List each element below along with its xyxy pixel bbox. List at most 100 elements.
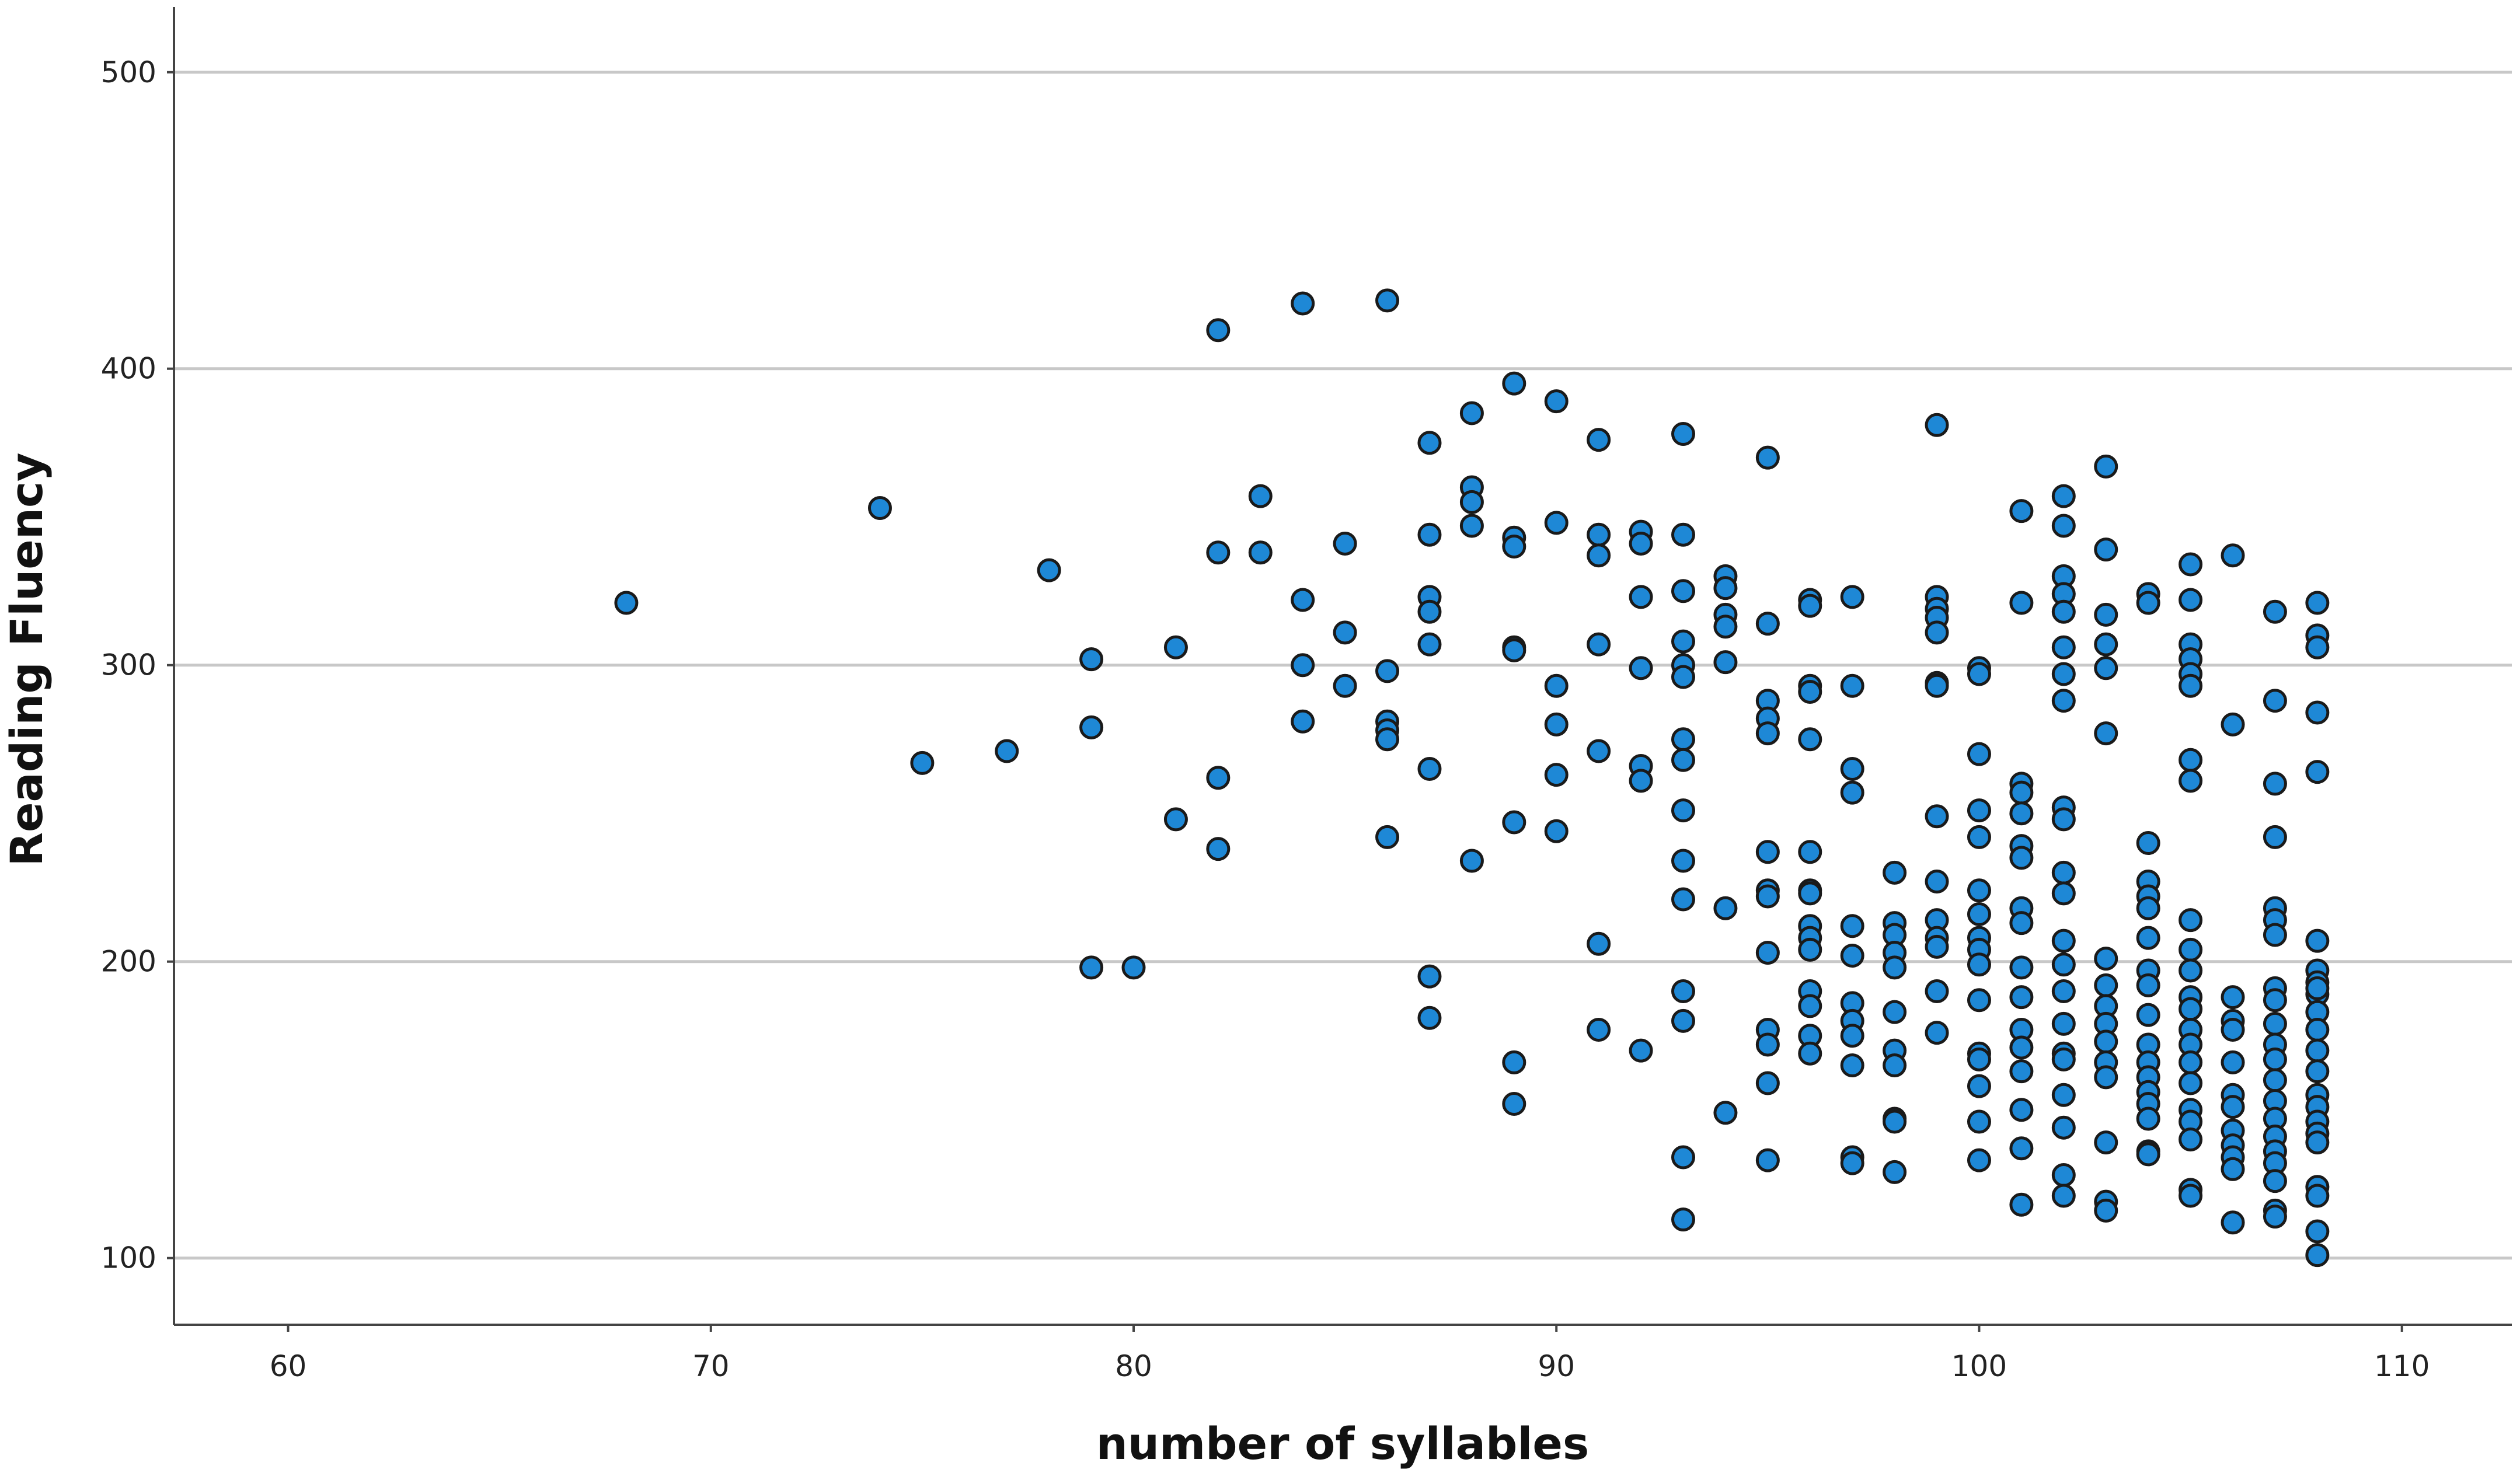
data-point [2094,947,2118,971]
data-point [2263,1205,2287,1229]
data-point [1713,1101,1738,1125]
data-point [2094,721,2118,746]
data-point [2051,1047,2076,1071]
data-point [1333,531,1357,556]
data-point [2136,591,2160,615]
data-point [1544,763,1569,787]
data-point [1163,807,1188,832]
data-point [1671,1207,1696,1232]
data-point [2094,454,2118,479]
data-point [1417,599,1442,624]
data-point [1417,632,1442,657]
data-point [2221,543,2245,568]
data-point [1375,659,1400,683]
data-point [1840,585,1864,609]
data-point [2179,673,2203,698]
x-tick-label: 110 [2374,1349,2430,1383]
data-point [1967,902,1991,926]
data-point [1502,535,1526,559]
data-point [2263,1047,2287,1071]
data-point [2179,908,2203,933]
x-tick-label: 70 [692,1349,730,1383]
data-point [2136,1142,2160,1167]
data-point [2305,929,2330,953]
data-point [2305,1059,2330,1084]
data-point [1502,371,1526,396]
data-point [2094,973,2118,997]
data-points [614,288,2330,1268]
data-point [1967,742,1991,766]
data-point [1713,615,1738,639]
data-point [1629,656,1653,680]
data-point [2009,1059,2034,1084]
data-point [2009,1035,2034,1060]
data-point [1840,1024,1864,1048]
data-point [2305,1018,2330,1042]
data-point [1291,709,1315,734]
data-point [1587,931,1611,956]
data-point [1544,389,1569,414]
data-point [1671,522,1696,547]
data-point [2305,591,2330,615]
data-point [2221,1095,2245,1119]
data-point [1967,1109,1991,1134]
data-point [2051,599,2076,624]
data-point [2263,772,2287,796]
data-point [1798,594,1822,618]
data-point [1671,629,1696,654]
data-point [2179,1071,2203,1095]
data-point [1798,1041,1822,1066]
data-point [2221,1018,2245,1042]
data-point [2051,1115,2076,1140]
data-point [1206,766,1231,790]
data-point [1629,585,1653,609]
data-point [1671,748,1696,772]
data-point [2179,1184,2203,1208]
data-point [1755,612,1780,636]
data-point [1840,1151,1864,1175]
data-point [1840,944,1864,968]
data-point [1459,401,1484,425]
data-point [1967,1148,1991,1172]
data-point [2263,599,2287,624]
data-point [2051,1184,2076,1208]
data-point [1248,484,1273,508]
data-point [1798,727,1822,752]
data-point [1798,881,1822,906]
data-point [2009,1192,2034,1217]
data-point [1883,1000,1907,1024]
data-point [995,739,1019,763]
data-point [1587,543,1611,568]
data-point [1755,884,1780,909]
gridlines [174,71,2512,1260]
data-point [2051,484,2076,508]
data-point [1840,914,1864,938]
data-point [1079,647,1104,672]
data-point [1291,588,1315,612]
data-point [2009,780,2034,805]
data-point [1333,673,1357,698]
data-point [2263,689,2287,713]
data-point [2051,514,2076,538]
x-tick-label: 80 [1115,1349,1152,1383]
data-point [1755,1148,1780,1172]
data-point [2136,896,2160,920]
y-tick-label: 200 [101,945,156,979]
data-point [2009,499,2034,523]
data-point [2051,662,2076,686]
data-point [1417,1006,1442,1030]
data-point [1755,721,1780,746]
data-point [1925,870,1949,894]
data-point [1163,635,1188,659]
data-point [1502,1050,1526,1074]
data-point [1925,673,1949,698]
data-point [1587,522,1611,547]
data-point [1967,1074,1991,1098]
data-point [1840,757,1864,781]
data-point [2136,1003,2160,1027]
data-point [1883,955,1907,980]
data-point [1925,934,1949,959]
data-point [1417,431,1442,455]
data-point [1925,413,1949,437]
